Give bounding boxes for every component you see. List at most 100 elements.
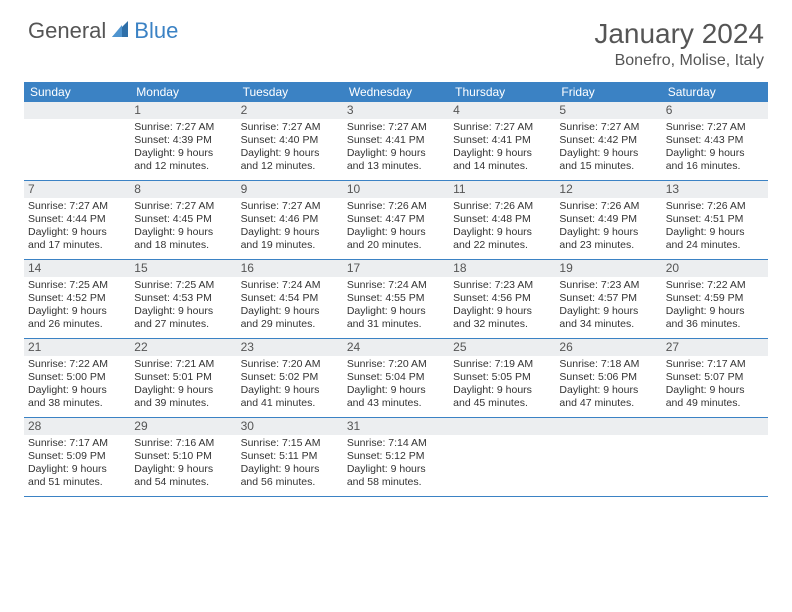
day-number xyxy=(662,418,768,435)
day-number xyxy=(555,418,661,435)
day-number: 15 xyxy=(130,260,236,277)
day-info-line: Sunset: 4:59 PM xyxy=(666,292,764,305)
day-info-line: Sunrise: 7:27 AM xyxy=(241,200,339,213)
day-cell: 16Sunrise: 7:24 AMSunset: 4:54 PMDayligh… xyxy=(237,260,343,338)
week-row: 28Sunrise: 7:17 AMSunset: 5:09 PMDayligh… xyxy=(24,418,768,497)
day-cell: 11Sunrise: 7:26 AMSunset: 4:48 PMDayligh… xyxy=(449,181,555,259)
day-number: 30 xyxy=(237,418,343,435)
day-cell: 22Sunrise: 7:21 AMSunset: 5:01 PMDayligh… xyxy=(130,339,236,417)
day-info-line: Sunset: 5:04 PM xyxy=(347,371,445,384)
day-info-line: Sunrise: 7:15 AM xyxy=(241,437,339,450)
day-info-line: Daylight: 9 hours and 22 minutes. xyxy=(453,226,551,252)
day-cell: 15Sunrise: 7:25 AMSunset: 4:53 PMDayligh… xyxy=(130,260,236,338)
day-info-line: Daylight: 9 hours and 43 minutes. xyxy=(347,384,445,410)
weekday-header: Sunday xyxy=(24,82,130,102)
day-cell: 3Sunrise: 7:27 AMSunset: 4:41 PMDaylight… xyxy=(343,102,449,180)
day-info-line: Daylight: 9 hours and 18 minutes. xyxy=(134,226,232,252)
day-info-line: Sunset: 4:43 PM xyxy=(666,134,764,147)
day-info-line: Sunset: 5:00 PM xyxy=(28,371,126,384)
day-number: 6 xyxy=(662,102,768,119)
day-info-line: Sunrise: 7:16 AM xyxy=(134,437,232,450)
day-info-line: Sunset: 4:49 PM xyxy=(559,213,657,226)
day-number: 4 xyxy=(449,102,555,119)
day-info-line: Sunset: 4:40 PM xyxy=(241,134,339,147)
day-info-line: Sunrise: 7:27 AM xyxy=(453,121,551,134)
title-block: January 2024 Bonefro, Molise, Italy xyxy=(594,18,764,70)
day-info-line: Sunrise: 7:27 AM xyxy=(666,121,764,134)
day-info-line: Sunrise: 7:27 AM xyxy=(28,200,126,213)
day-info-line: Sunset: 4:42 PM xyxy=(559,134,657,147)
day-info-line: Daylight: 9 hours and 29 minutes. xyxy=(241,305,339,331)
day-info-line: Daylight: 9 hours and 45 minutes. xyxy=(453,384,551,410)
day-info-line: Sunrise: 7:23 AM xyxy=(453,279,551,292)
day-number: 7 xyxy=(24,181,130,198)
day-info-line: Sunrise: 7:24 AM xyxy=(347,279,445,292)
day-number: 27 xyxy=(662,339,768,356)
day-info-line: Sunrise: 7:22 AM xyxy=(666,279,764,292)
day-info-line: Sunrise: 7:20 AM xyxy=(241,358,339,371)
day-number: 31 xyxy=(343,418,449,435)
day-info-line: Sunset: 5:05 PM xyxy=(453,371,551,384)
day-number: 13 xyxy=(662,181,768,198)
day-info-line: Sunrise: 7:19 AM xyxy=(453,358,551,371)
day-info-line: Daylight: 9 hours and 41 minutes. xyxy=(241,384,339,410)
day-info-line: Sunset: 4:39 PM xyxy=(134,134,232,147)
day-info-line: Sunrise: 7:27 AM xyxy=(347,121,445,134)
day-cell: 28Sunrise: 7:17 AMSunset: 5:09 PMDayligh… xyxy=(24,418,130,496)
page-title: January 2024 xyxy=(594,18,764,50)
logo-sail-icon xyxy=(110,19,132,44)
day-number: 2 xyxy=(237,102,343,119)
day-number: 26 xyxy=(555,339,661,356)
day-number: 25 xyxy=(449,339,555,356)
weekday-header-row: Sunday Monday Tuesday Wednesday Thursday… xyxy=(24,82,768,102)
day-info-line: Sunset: 4:57 PM xyxy=(559,292,657,305)
day-cell: 12Sunrise: 7:26 AMSunset: 4:49 PMDayligh… xyxy=(555,181,661,259)
day-info-line: Sunset: 5:10 PM xyxy=(134,450,232,463)
calendar: Sunday Monday Tuesday Wednesday Thursday… xyxy=(24,82,768,497)
day-cell: 26Sunrise: 7:18 AMSunset: 5:06 PMDayligh… xyxy=(555,339,661,417)
week-row: 1Sunrise: 7:27 AMSunset: 4:39 PMDaylight… xyxy=(24,102,768,181)
day-cell: 4Sunrise: 7:27 AMSunset: 4:41 PMDaylight… xyxy=(449,102,555,180)
day-cell: 18Sunrise: 7:23 AMSunset: 4:56 PMDayligh… xyxy=(449,260,555,338)
day-info-line: Sunset: 4:41 PM xyxy=(453,134,551,147)
day-number: 16 xyxy=(237,260,343,277)
day-info-line: Sunset: 5:07 PM xyxy=(666,371,764,384)
day-cell: 10Sunrise: 7:26 AMSunset: 4:47 PMDayligh… xyxy=(343,181,449,259)
day-info-line: Sunset: 4:47 PM xyxy=(347,213,445,226)
logo-text-blue: Blue xyxy=(134,18,178,44)
day-number: 8 xyxy=(130,181,236,198)
day-info-line: Sunset: 5:06 PM xyxy=(559,371,657,384)
day-number: 17 xyxy=(343,260,449,277)
day-info-line: Sunset: 4:52 PM xyxy=(28,292,126,305)
day-info-line: Daylight: 9 hours and 19 minutes. xyxy=(241,226,339,252)
day-info-line: Daylight: 9 hours and 15 minutes. xyxy=(559,147,657,173)
day-number xyxy=(449,418,555,435)
day-info-line: Daylight: 9 hours and 20 minutes. xyxy=(347,226,445,252)
day-cell: 25 Sunrise: 7:19 AMSunset: 5:05 PMDayligh… xyxy=(449,339,555,417)
week-row: 14Sunrise: 7:25 AMSunset: 4:52 PMDayligh… xyxy=(24,260,768,339)
day-info-line: Daylight: 9 hours and 47 minutes. xyxy=(559,384,657,410)
day-number xyxy=(24,102,130,119)
day-info-line: Sunset: 4:48 PM xyxy=(453,213,551,226)
day-number: 18 xyxy=(449,260,555,277)
day-info-line: Sunrise: 7:17 AM xyxy=(666,358,764,371)
day-cell: 30Sunrise: 7:15 AMSunset: 5:11 PMDayligh… xyxy=(237,418,343,496)
day-cell: 14Sunrise: 7:25 AMSunset: 4:52 PMDayligh… xyxy=(24,260,130,338)
weekday-header: Saturday xyxy=(662,82,768,102)
day-info-line: Sunset: 4:46 PM xyxy=(241,213,339,226)
day-cell: 19Sunrise: 7:23 AMSunset: 4:57 PMDayligh… xyxy=(555,260,661,338)
day-number: 9 xyxy=(237,181,343,198)
day-info-line: Daylight: 9 hours and 27 minutes. xyxy=(134,305,232,331)
day-info-line: Sunrise: 7:26 AM xyxy=(559,200,657,213)
day-info-line: Sunset: 4:55 PM xyxy=(347,292,445,305)
day-number: 11 xyxy=(449,181,555,198)
day-info-line: Daylight: 9 hours and 31 minutes. xyxy=(347,305,445,331)
week-row: 21Sunrise: 7:22 AMSunset: 5:00 PMDayligh… xyxy=(24,339,768,418)
day-info-line: Sunset: 5:09 PM xyxy=(28,450,126,463)
day-info-line: Sunrise: 7:20 AM xyxy=(347,358,445,371)
day-info-line: Sunrise: 7:24 AM xyxy=(241,279,339,292)
day-info-line: Daylight: 9 hours and 51 minutes. xyxy=(28,463,126,489)
weeks-container: 1Sunrise: 7:27 AMSunset: 4:39 PMDaylight… xyxy=(24,102,768,497)
day-cell: 13Sunrise: 7:26 AMSunset: 4:51 PMDayligh… xyxy=(662,181,768,259)
day-cell: 24Sunrise: 7:20 AMSunset: 5:04 PMDayligh… xyxy=(343,339,449,417)
